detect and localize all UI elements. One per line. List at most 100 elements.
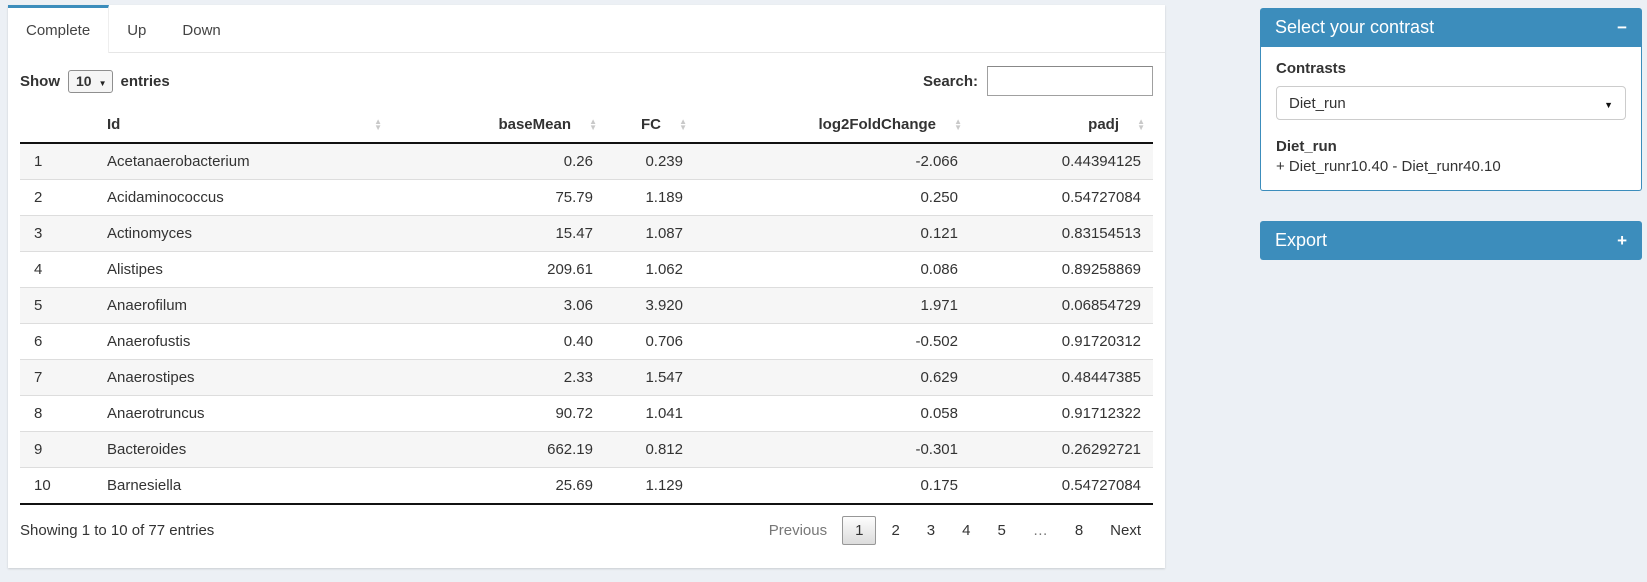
col-header-fc-label: FC — [641, 116, 661, 133]
basemean-cell: 90.72 — [390, 395, 605, 432]
col-header-log2foldchange-label: log2FoldChange — [818, 116, 937, 133]
collapse-minus-icon[interactable]: − — [1617, 18, 1627, 37]
padj-cell: 0.06854729 — [970, 287, 1153, 324]
rownum-cell: 9 — [20, 431, 95, 468]
basemean-cell: 3.06 — [390, 287, 605, 324]
pagination: Previous 1 2 3 4 5 … 8 Next — [754, 516, 1153, 545]
id-cell: Anaerofilum — [95, 287, 390, 324]
search-control: Search: — [923, 66, 1153, 96]
tab-up[interactable]: Up — [109, 5, 164, 52]
tab-bar: Complete Up Down — [8, 5, 1165, 53]
basemean-cell: 0.26 — [563, 153, 593, 170]
results-table: Id baseMean FC log2FoldChange padj 1 Acet… — [20, 107, 1153, 505]
col-header-padj[interactable]: padj — [970, 107, 1153, 144]
col-header-id[interactable]: Id — [95, 107, 390, 144]
table-row: 6 Anaerofustis 0.40 0.706 -0.502 0.91720312 — [20, 323, 1153, 360]
padj-cell: 0.91712322 — [970, 395, 1153, 432]
col-header-basemean-label: baseMean — [498, 116, 571, 133]
page-length-value: 10 — [76, 72, 92, 89]
id-cell: Actinomyces — [95, 215, 390, 252]
export-panel-header[interactable]: Export + — [1260, 221, 1642, 260]
id-cell: Acetanaerobacterium — [107, 153, 250, 170]
page-length-select[interactable]: 10 — [68, 69, 113, 93]
col-header-fc[interactable]: FC — [605, 107, 695, 144]
tab-complete[interactable]: Complete — [8, 5, 110, 53]
pagination-page-4[interactable]: 4 — [962, 522, 971, 539]
pagination-next[interactable]: Next — [1110, 522, 1141, 539]
col-header-basemean[interactable]: baseMean — [390, 107, 605, 144]
pagination-page-3[interactable]: 3 — [926, 522, 936, 539]
sort-icon — [374, 119, 382, 131]
table-row: 4 Alistipes 209.61 1.062 0.086 0.89258869 — [20, 251, 1153, 288]
rownum-cell: 5 — [20, 287, 95, 324]
rownum-cell: 1 — [34, 153, 43, 170]
fc-cell: 1.547 — [605, 359, 695, 396]
id-cell: Alistipes — [95, 251, 390, 288]
sort-icon — [1137, 119, 1145, 131]
sidebar: Select your contrast − Contrasts Diet_ru… — [1260, 8, 1642, 260]
contrast-select-value: Diet_run — [1289, 94, 1346, 112]
fc-cell: 1.087 — [605, 215, 695, 252]
table-header: Id baseMean FC log2FoldChange padj — [20, 107, 1153, 144]
contrasts-label: Contrasts — [1276, 60, 1347, 77]
contrast-panel-header[interactable]: Select your contrast − — [1260, 8, 1642, 47]
tab-down[interactable]: Down — [164, 5, 238, 52]
basemean-cell: 0.40 — [390, 323, 605, 360]
col-header-log2foldchange[interactable]: log2FoldChange — [695, 107, 970, 144]
table-row: 1 Acetanaerobacterium 0.26 0.239 -2.066 0.443… — [20, 143, 1153, 180]
table-info: Showing 1 to 10 of 77 entries — [20, 522, 215, 539]
caret-down-icon — [99, 73, 107, 89]
tab-down-label: Down — [182, 21, 221, 39]
contrast-panel: Select your contrast − Contrasts Diet_ru… — [1260, 8, 1642, 191]
basemean-cell: 209.61 — [390, 251, 605, 288]
fc-cell: 1.129 — [605, 467, 695, 505]
fc-cell: 1.041 — [605, 395, 695, 432]
fc-cell: 1.189 — [605, 179, 695, 216]
rownum-cell: 10 — [20, 467, 95, 505]
fc-cell: 0.706 — [605, 323, 695, 360]
search-input[interactable] — [987, 66, 1153, 96]
pagination-page-1[interactable]: 1 — [842, 516, 877, 545]
sort-icon — [589, 119, 597, 131]
col-header-padj-label: padj — [1088, 116, 1119, 133]
pagination-page-8[interactable]: 8 — [1074, 522, 1084, 539]
export-panel: Export + — [1260, 221, 1642, 260]
id-cell: Bacteroides — [95, 431, 390, 468]
caret-down-icon — [1604, 95, 1613, 112]
rownum-cell: 2 — [20, 179, 95, 216]
pagination-page-2[interactable]: 2 — [891, 522, 900, 539]
basemean-cell: 2.33 — [390, 359, 605, 396]
basemean-cell: 15.47 — [390, 215, 605, 252]
contrast-select[interactable]: Diet_run — [1276, 86, 1626, 120]
sort-icon — [679, 119, 687, 131]
basemean-cell: 75.79 — [390, 179, 605, 216]
col-header-rownum — [20, 107, 95, 144]
id-cell: Acidaminococcus — [95, 179, 390, 216]
fc-cell: 0.239 — [645, 153, 683, 170]
contrast-panel-title: Select your contrast — [1275, 17, 1435, 37]
col-header-id-label: Id — [107, 116, 121, 133]
table-row: 9 Bacteroides 662.19 0.812 -0.301 0.26292721 — [20, 431, 1153, 468]
sort-icon — [954, 119, 962, 131]
table-row: 2 Acidaminococcus 75.79 1.189 0.250 0.5472708… — [20, 179, 1153, 216]
results-box: Complete Up Down Show 10 entries Search: — [8, 5, 1165, 568]
pagination-previous[interactable]: Previous — [768, 522, 828, 539]
contrast-panel-body: Contrasts Diet_run Diet_run + Diet_runr1… — [1260, 47, 1642, 191]
pagination-page-5[interactable]: 5 — [997, 522, 1006, 539]
rownum-cell: 6 — [20, 323, 95, 360]
table-body: 1 Acetanaerobacterium 0.26 0.239 -2.066 0.443… — [20, 143, 1153, 505]
tab-complete-label: Complete — [26, 22, 91, 39]
table-row: 7 Anaerostipes 2.33 1.547 0.629 0.48447385 — [20, 359, 1153, 396]
rownum-cell: 4 — [20, 251, 95, 288]
rownum-cell: 8 — [20, 395, 95, 432]
collapse-plus-icon[interactable]: + — [1617, 231, 1627, 250]
fc-cell: 0.812 — [605, 431, 695, 468]
page-length-control: Show 10 entries — [20, 69, 170, 93]
id-cell: Anaerostipes — [95, 359, 390, 396]
basemean-cell: 25.69 — [390, 467, 605, 505]
pagination-ellipsis: … — [1032, 522, 1048, 539]
id-cell: Anaerotruncus — [95, 395, 390, 432]
log2foldchange-cell: 0.058 — [695, 395, 970, 432]
table-controls: Show 10 entries Search: — [8, 53, 1165, 105]
id-cell: Barnesiella — [95, 467, 390, 505]
